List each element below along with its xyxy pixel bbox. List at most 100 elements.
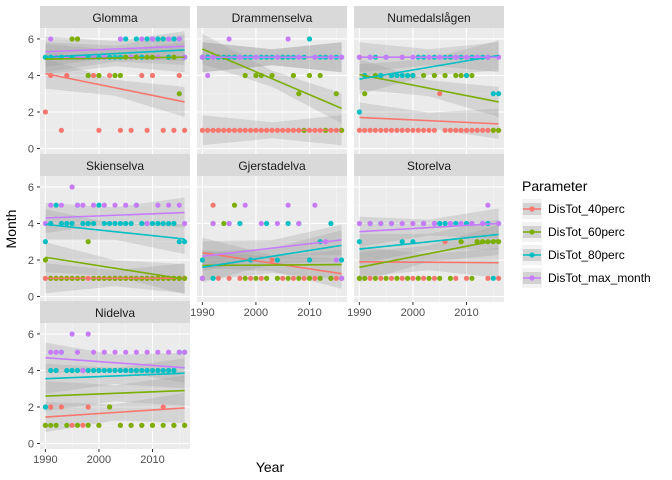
data-point [248,275,254,281]
data-point [91,72,97,79]
data-point [149,72,156,79]
data-point [101,220,107,227]
trend-line [45,389,185,397]
data-point [264,275,270,281]
data-point [458,239,464,245]
data-point [306,72,313,79]
data-point [64,220,70,227]
data-point [176,72,182,79]
data-point [362,91,368,97]
data-point [155,349,161,355]
data-point [226,220,232,227]
trend-line [202,251,342,275]
data-point [91,349,97,355]
data-point [356,220,362,227]
data-point [74,36,81,42]
x-tick-label: 2000 [244,307,268,319]
data-point [264,220,270,227]
facet-panels: Glomma 0 2 4 6 Drammenselva Numedalslågen Skien… [28,6,504,466]
data-point [85,331,91,337]
data-point [399,220,405,227]
data-point [85,367,91,374]
data-point [48,422,54,428]
data-point [205,72,211,79]
legend-label: DisTot_max_month [548,271,651,285]
data-point [339,275,345,281]
data-point [453,220,459,227]
data-point [356,127,362,133]
data-point [480,127,486,133]
data-point [166,202,172,208]
data-point [128,367,134,374]
data-point [133,367,139,374]
data-point [253,275,259,281]
y-tick-label: 4 [28,70,34,82]
data-point [139,72,145,79]
facet-panel-storelva: Storelva 1990 2000 2010 [347,154,504,319]
data-point [362,275,368,281]
data-point [160,36,166,42]
data-point [383,127,389,133]
data-point [171,127,177,133]
data-point [463,275,470,281]
facet-strip [197,154,347,176]
data-point [437,275,443,281]
data-point [155,220,161,227]
data-point [42,422,49,428]
data-point [69,367,75,374]
x-tick-label: 2000 [401,307,425,319]
facet-strip-label: Drammenselva [232,11,313,25]
legend-item: DisTot_80perc [522,245,625,265]
data-point [182,349,188,355]
data-point [237,220,243,227]
data-point [388,127,395,133]
data-point [274,275,280,281]
data-point [53,422,59,428]
data-point [176,91,182,97]
data-point [274,220,280,227]
data-point [447,220,453,227]
data-point [182,127,188,133]
y-tick-label: 2 [28,402,34,414]
data-point [144,349,150,355]
y-tick-label: 6 [28,329,34,341]
data-point [58,127,64,133]
trend-line [45,407,185,418]
x-tick-label: 1990 [347,307,371,319]
data-point [274,257,280,263]
data-point [328,275,334,281]
data-point [112,72,118,79]
data-point [96,422,102,428]
data-point [139,422,145,428]
y-tick-label: 0 [28,292,34,304]
data-point [367,275,373,281]
data-point [107,72,113,79]
data-point [285,202,291,208]
data-point [160,404,166,410]
data-point [258,220,264,227]
data-point [231,202,238,208]
data-point [210,275,216,281]
data-point [112,367,118,374]
data-point [296,220,302,227]
data-point [290,72,296,79]
data-point [226,36,232,42]
x-axis-title: Year [256,459,285,475]
facet-panel-numedalslågen: Numedalslågen [354,6,504,154]
legend-key-point [529,275,535,281]
legend-item: DisTot_40perc [522,199,625,219]
data-point [405,72,411,79]
data-point [58,202,64,208]
data-point [123,220,129,227]
data-point [410,127,416,133]
facet-strip-label: Nidelva [95,306,135,320]
data-point [269,257,275,263]
data-point [421,275,427,281]
data-point [107,220,113,227]
panel-background [40,176,190,302]
data-point [226,275,232,281]
data-point [474,239,480,245]
data-point [112,202,118,208]
facet-strip [40,6,190,28]
